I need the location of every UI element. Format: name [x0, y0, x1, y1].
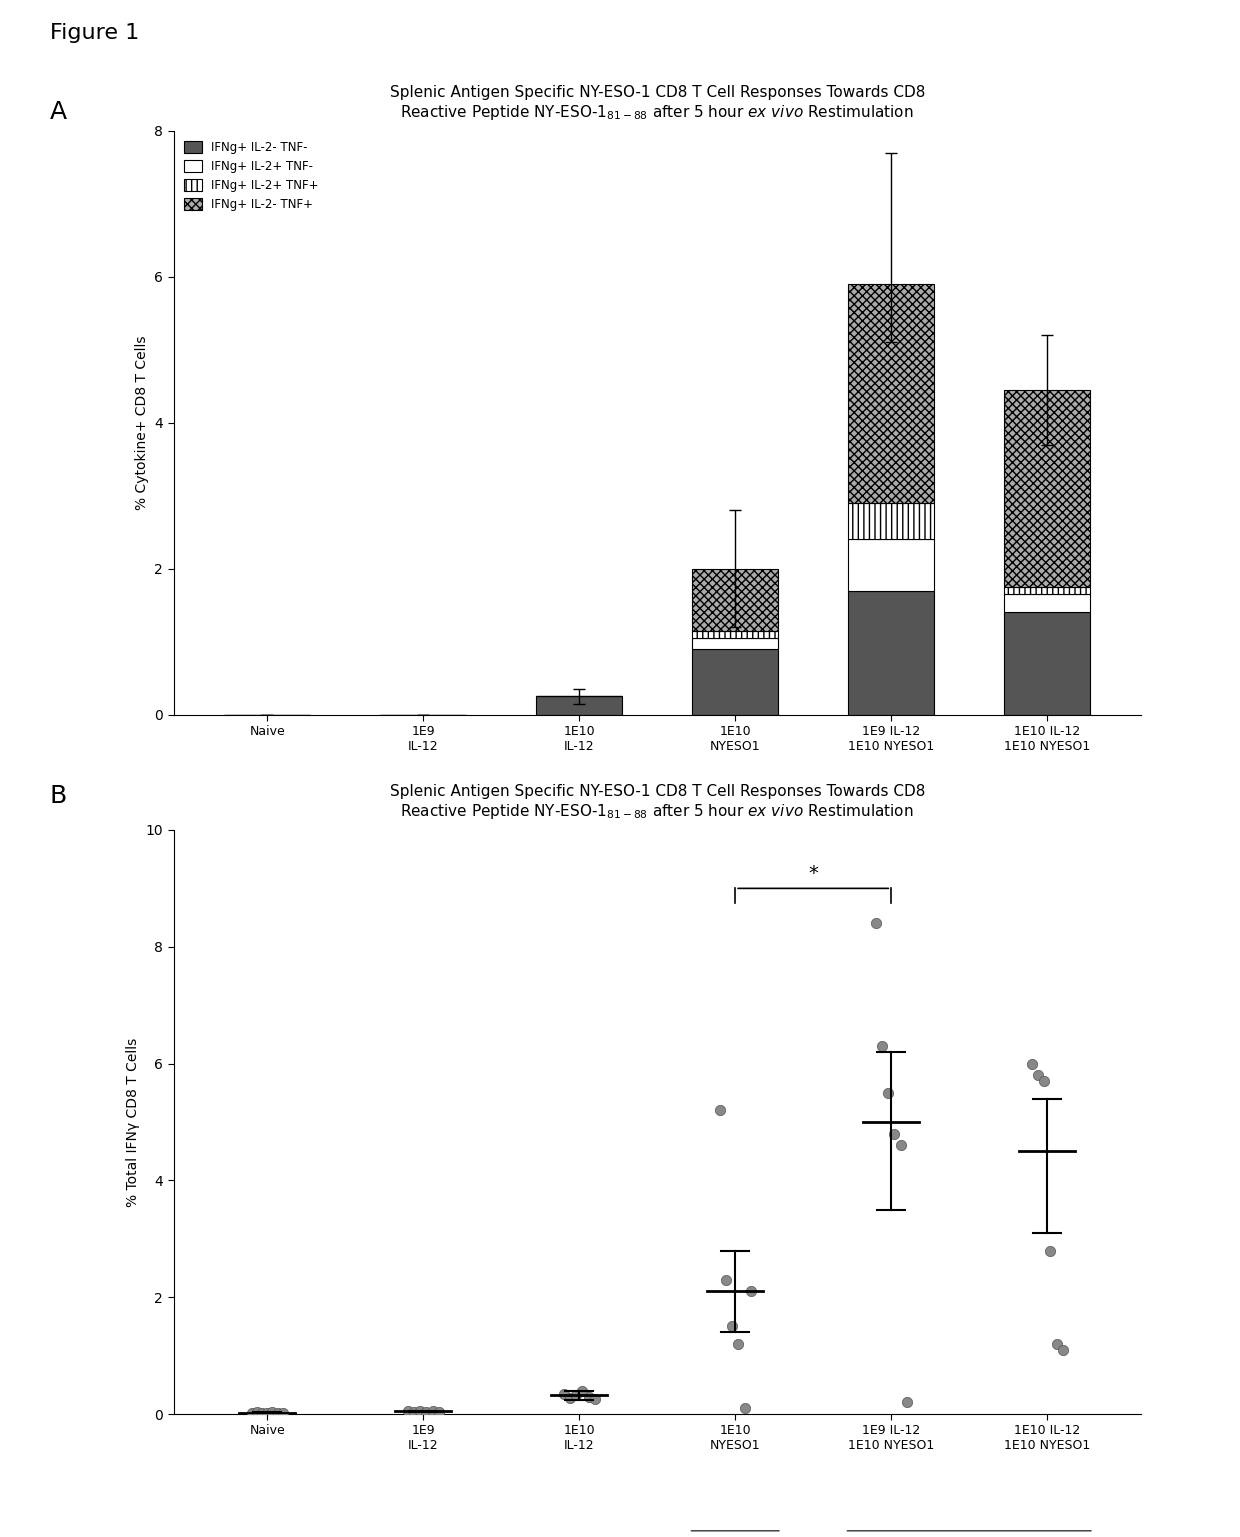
- Point: [1040, 1239, 1060, 1263]
- Point: [567, 1383, 587, 1408]
- Point: [1047, 1331, 1066, 1356]
- Bar: [1004, 612, 1090, 715]
- Point: [560, 1385, 580, 1409]
- Y-axis label: % Total IFNγ CD8 T Cells: % Total IFNγ CD8 T Cells: [126, 1037, 140, 1207]
- Point: [890, 1133, 910, 1157]
- Point: [884, 1122, 904, 1147]
- Point: [1028, 1064, 1048, 1088]
- Text: -: -: [733, 844, 738, 856]
- Point: [257, 1400, 277, 1425]
- Point: [273, 1402, 293, 1426]
- Bar: [692, 649, 779, 715]
- Point: [417, 1400, 436, 1425]
- Point: [579, 1385, 599, 1409]
- Point: [554, 1382, 574, 1406]
- Point: [715, 1268, 735, 1293]
- Bar: [848, 539, 934, 590]
- Point: [872, 1034, 892, 1059]
- Point: [866, 911, 885, 936]
- Bar: [692, 569, 779, 630]
- Point: [897, 1389, 916, 1414]
- Bar: [848, 503, 934, 539]
- Bar: [848, 590, 934, 715]
- Y-axis label: % Cytokine+ CD8 T Cells: % Cytokine+ CD8 T Cells: [135, 335, 149, 510]
- Point: [1053, 1337, 1073, 1362]
- Point: [268, 1400, 288, 1425]
- Point: [1034, 1068, 1054, 1093]
- Point: [252, 1402, 272, 1426]
- Bar: [1004, 587, 1090, 595]
- Title: Splenic Antigen Specific NY-ESO-1 CD8 T Cell Responses Towards CD8
Reactive Pept: Splenic Antigen Specific NY-ESO-1 CD8 T …: [389, 784, 925, 821]
- Point: [423, 1399, 443, 1423]
- Point: [247, 1400, 267, 1425]
- Point: [263, 1399, 283, 1423]
- Point: [404, 1399, 424, 1423]
- Point: [398, 1399, 418, 1423]
- Point: [878, 1081, 898, 1105]
- Point: [242, 1400, 262, 1425]
- Point: [740, 1279, 760, 1303]
- Point: [728, 1331, 748, 1356]
- Bar: [692, 638, 779, 649]
- Point: [410, 1399, 430, 1423]
- Point: [1022, 1051, 1042, 1076]
- Bar: [692, 630, 779, 638]
- Bar: [537, 696, 622, 715]
- Text: A: A: [50, 100, 67, 124]
- Point: [734, 1396, 754, 1420]
- Bar: [848, 284, 934, 503]
- Legend: IFNg+ IL-2- TNF-, IFNg+ IL-2+ TNF-, IFNg+ IL-2+ TNF+, IFNg+ IL-2- TNF+: IFNg+ IL-2- TNF-, IFNg+ IL-2+ TNF-, IFNg…: [180, 137, 324, 215]
- Text: VP02/IL12: VP02/IL12: [937, 844, 1001, 856]
- Point: [709, 1097, 729, 1122]
- Text: Figure 1: Figure 1: [50, 23, 139, 43]
- Point: [429, 1399, 449, 1423]
- Point: [585, 1386, 605, 1411]
- Text: B: B: [50, 784, 67, 808]
- Text: *: *: [808, 864, 818, 882]
- Point: [722, 1314, 742, 1339]
- Bar: [1004, 390, 1090, 587]
- Point: [573, 1379, 593, 1403]
- Title: Splenic Antigen Specific NY-ESO-1 CD8 T Cell Responses Towards CD8
Reactive Pept: Splenic Antigen Specific NY-ESO-1 CD8 T …: [389, 85, 925, 121]
- Bar: [1004, 595, 1090, 612]
